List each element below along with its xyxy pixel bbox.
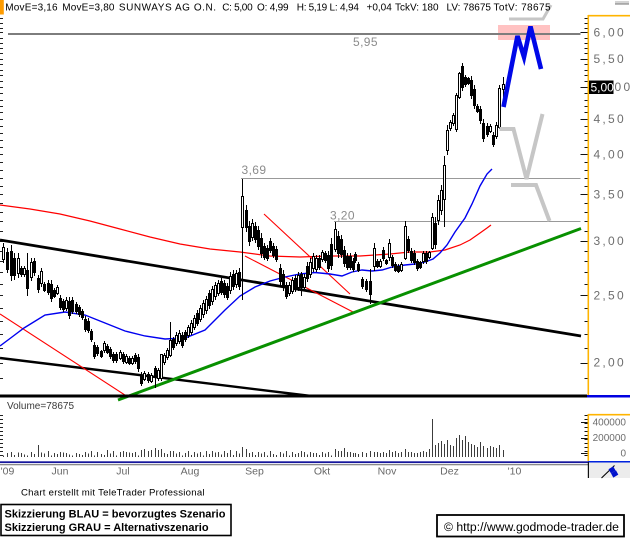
- svg-text:00: 00: [615, 80, 630, 94]
- svg-text:+0,04: +0,04: [367, 2, 393, 13]
- svg-text:Okt: Okt: [314, 466, 330, 478]
- svg-text:6,00: 6,00: [593, 26, 626, 40]
- svg-text:4,50: 4,50: [593, 112, 626, 126]
- svg-text:4,00: 4,00: [593, 148, 626, 162]
- svg-text:'10: '10: [508, 466, 522, 478]
- svg-text:TotV: 78675: TotV: 78675: [494, 2, 551, 13]
- svg-text:5,95: 5,95: [353, 35, 378, 49]
- svg-text:C: 5,00: C: 5,00: [222, 2, 253, 13]
- svg-text:400000: 400000: [593, 418, 627, 429]
- svg-text:3,20: 3,20: [330, 209, 355, 223]
- svg-text:5,50: 5,50: [593, 52, 626, 66]
- svg-text:Chart erstellt mit TeleTrader: Chart erstellt mit TeleTrader Profession…: [21, 488, 205, 499]
- svg-text:Skizzierung GRAU = Alternativs: Skizzierung GRAU = Alternativszenario: [5, 522, 209, 534]
- svg-text:Skizzierung BLAU = bevorzugtes: Skizzierung BLAU = bevorzugtes Szenario: [5, 509, 226, 521]
- svg-text:© http://www.godmode-trader.de: © http://www.godmode-trader.de: [444, 520, 619, 534]
- svg-text:O: 4,99: O: 4,99: [257, 2, 289, 13]
- svg-text:MovE=3,16: MovE=3,16: [5, 2, 58, 13]
- svg-text:TckV: 180: TckV: 180: [395, 2, 439, 13]
- svg-text:Volume=78675: Volume=78675: [7, 401, 74, 412]
- svg-text:5,00: 5,00: [591, 81, 615, 95]
- svg-text:SUNWAYS AG O.N.: SUNWAYS AG O.N.: [119, 2, 217, 13]
- svg-text:H: 5,19: H: 5,19: [297, 2, 328, 13]
- svg-text:2,50: 2,50: [593, 289, 626, 303]
- svg-text:Jun: Jun: [52, 466, 69, 478]
- svg-text:L: 4,94: L: 4,94: [330, 2, 360, 13]
- svg-text:LV: 78675: LV: 78675: [447, 2, 492, 13]
- svg-text:Jul: Jul: [116, 466, 129, 478]
- svg-text:200000: 200000: [593, 433, 627, 444]
- svg-text:0: 0: [620, 449, 626, 460]
- svg-text:MovE=3,80: MovE=3,80: [62, 2, 115, 13]
- svg-text:3,00: 3,00: [593, 234, 626, 248]
- svg-text:2,00: 2,00: [593, 356, 626, 370]
- svg-text:Sep: Sep: [245, 466, 264, 478]
- svg-text:Nov: Nov: [378, 466, 397, 478]
- svg-text:3,69: 3,69: [242, 163, 267, 177]
- svg-text:3,50: 3,50: [593, 188, 626, 202]
- svg-text:Dez: Dez: [440, 466, 459, 478]
- svg-text:Aug: Aug: [181, 466, 200, 478]
- svg-text:'09: '09: [1, 466, 15, 478]
